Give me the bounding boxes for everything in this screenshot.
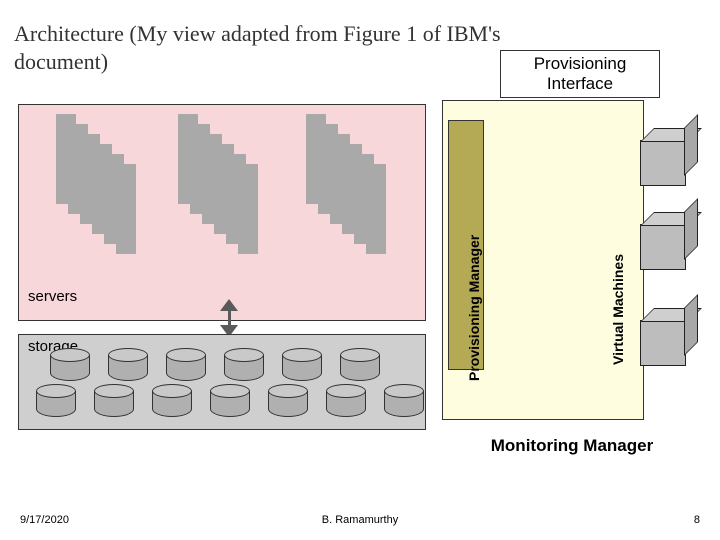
storage-cylinder-icon [166,348,206,382]
storage-cylinder-icon [340,348,380,382]
storage-cylinder-icon [282,348,322,382]
storage-cylinder-icon [210,384,250,418]
title-line-1: Architecture (My view adapted from Figur… [14,21,501,46]
storage-cylinder-icon [268,384,308,418]
slide-title: Architecture (My view adapted from Figur… [14,20,501,75]
storage-cylinder-icon [326,384,366,418]
footer-page: 8 [694,514,700,526]
provisioning-interface-box: Provisioning Interface [500,50,660,98]
vm-cube [640,140,686,186]
storage-cylinder-icon [108,348,148,382]
vm-cube [640,320,686,366]
storage-cylinder-icon [50,348,90,382]
monitoring-manager-label: Monitoring Manager [442,436,702,456]
virtual-machines-label: Virtual Machines [610,335,626,365]
server-block [366,164,386,254]
title-line-2: document) [14,49,108,74]
storage-cylinder-icon [36,384,76,418]
server-block [116,164,136,254]
footer-author: B. Ramamurthy [0,514,720,526]
servers-label: servers [28,288,77,305]
provisioning-interface-label: Provisioning Interface [534,54,627,93]
bidirectional-arrow-icon [216,300,244,336]
storage-cylinder-icon [152,384,192,418]
slide-root: Architecture (My view adapted from Figur… [0,0,720,540]
server-block [238,164,258,254]
storage-cylinder-icon [224,348,264,382]
vm-cube [640,224,686,270]
storage-cylinder-icon [384,384,424,418]
storage-cylinder-icon [94,384,134,418]
provisioning-manager-label: Provisioning Manager [466,347,482,383]
